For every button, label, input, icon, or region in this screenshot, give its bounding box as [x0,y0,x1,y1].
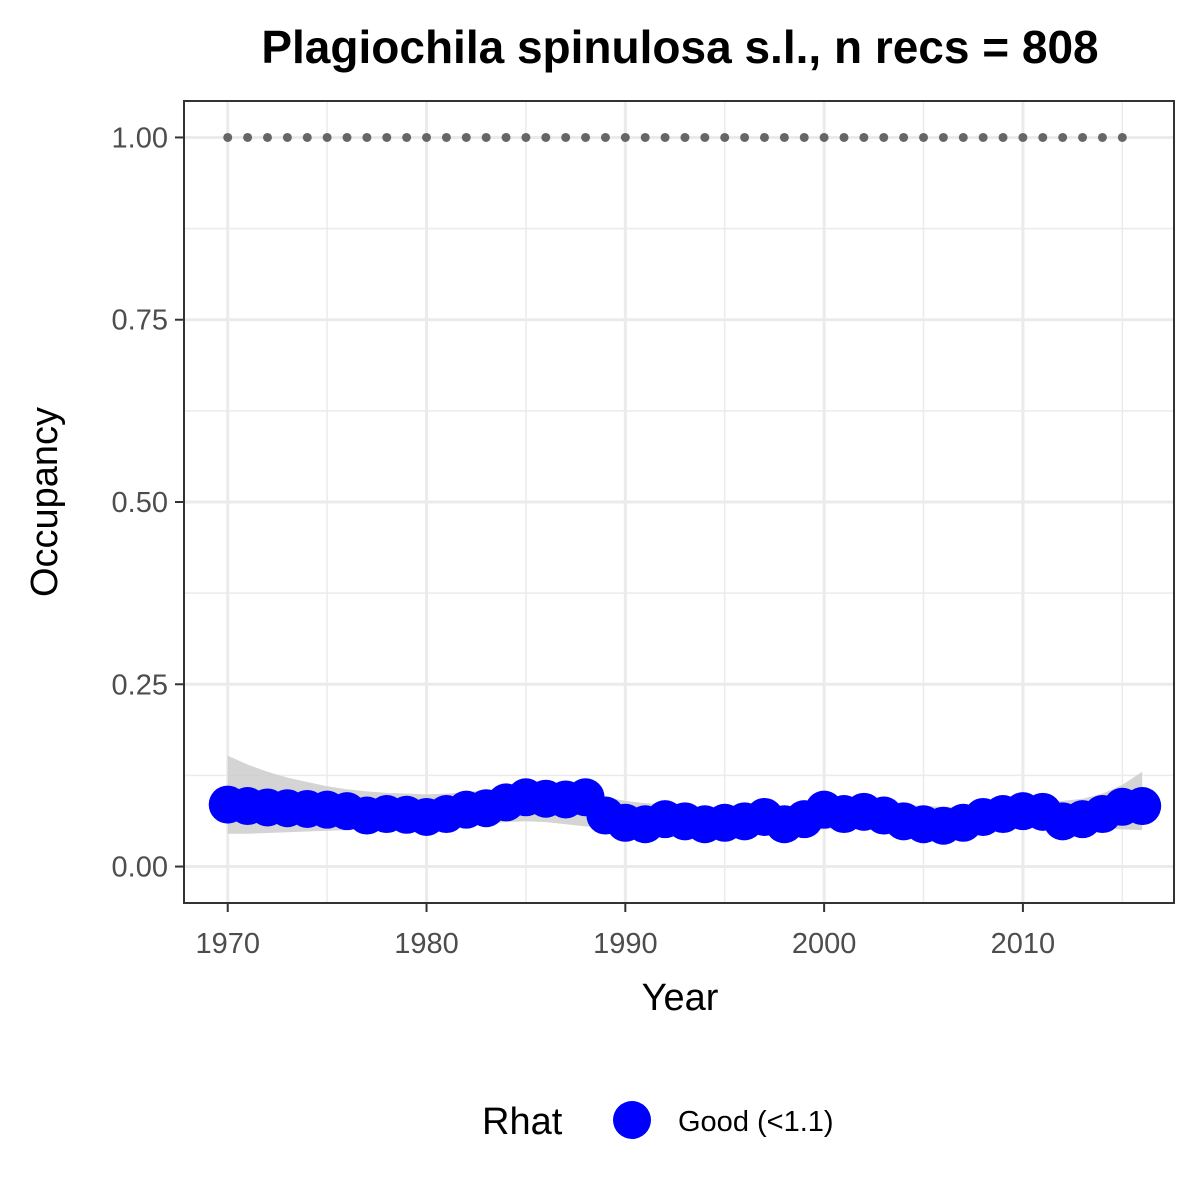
reference-dot [879,132,889,142]
plot-panel [183,100,1175,904]
reference-dot [720,132,730,142]
reference-dot [223,132,233,142]
reference-dot [1058,132,1068,142]
reference-dot [660,132,670,142]
reference-dot [899,132,909,142]
data-point [1123,787,1162,826]
legend: Rhat Good (<1.1) [482,1101,834,1143]
reference-dot [1117,132,1127,142]
reference-dot [541,132,551,142]
reference-dot [441,132,451,142]
reference-dot [1078,132,1088,142]
reference-dot [998,132,1008,142]
reference-dot [919,132,929,142]
reference-dot [958,132,968,142]
reference-dot [700,132,710,142]
x-tick-label: 1980 [394,928,459,960]
occupancy-points [208,778,1162,845]
reference-dot [1038,132,1048,142]
y-tick-label: 0.25 [112,669,168,701]
reference-dot [779,132,789,142]
reference-dot [561,132,571,142]
x-axis-title: Year [642,977,719,1019]
reference-dot [740,132,750,142]
reference-dot [1018,132,1028,142]
reference-dot [243,132,253,142]
reference-dot [978,132,988,142]
reference-dot [382,132,392,142]
reference-dot [799,132,809,142]
reference-dotted-line [223,132,1127,142]
y-tick-label: 0.00 [112,852,168,884]
legend-label-good: Good (<1.1) [678,1106,834,1138]
reference-dot [640,132,650,142]
reference-dot [581,132,591,142]
y-tick-label: 0.75 [112,305,168,337]
reference-dot [302,132,312,142]
x-tick-label: 2000 [792,928,857,960]
reference-dot [759,132,769,142]
reference-dot [938,132,948,142]
legend-title: Rhat [482,1101,563,1143]
y-axis-title: Occupancy [24,407,66,597]
reference-dot [620,132,630,142]
legend-key-good [613,1101,651,1139]
y-axis: 0.00 0.25 0.50 0.75 1.00 [112,122,184,884]
reference-dot [839,132,849,142]
reference-dot [262,132,272,142]
reference-dot [1097,132,1107,142]
reference-dot [521,132,531,142]
x-tick-label: 1990 [593,928,658,960]
x-axis: 1970 1980 1990 2000 2010 [195,903,1055,960]
reference-dot [342,132,352,142]
x-tick-label: 1970 [195,928,260,960]
reference-dot [402,132,412,142]
reference-dot [282,132,292,142]
reference-dot [422,132,432,142]
x-tick-label: 2010 [991,928,1056,960]
reference-dot [501,132,511,142]
reference-dot [859,132,869,142]
chart-title: Plagiochila spinulosa s.l., n recs = 808 [261,21,1098,73]
y-tick-label: 0.50 [112,487,168,519]
reference-dot [481,132,491,142]
reference-dot [461,132,471,142]
reference-dot [680,132,690,142]
reference-dot [600,132,610,142]
reference-dot [322,132,332,142]
reference-dot [819,132,829,142]
reference-dot [362,132,372,142]
y-tick-label: 1.00 [112,122,168,154]
